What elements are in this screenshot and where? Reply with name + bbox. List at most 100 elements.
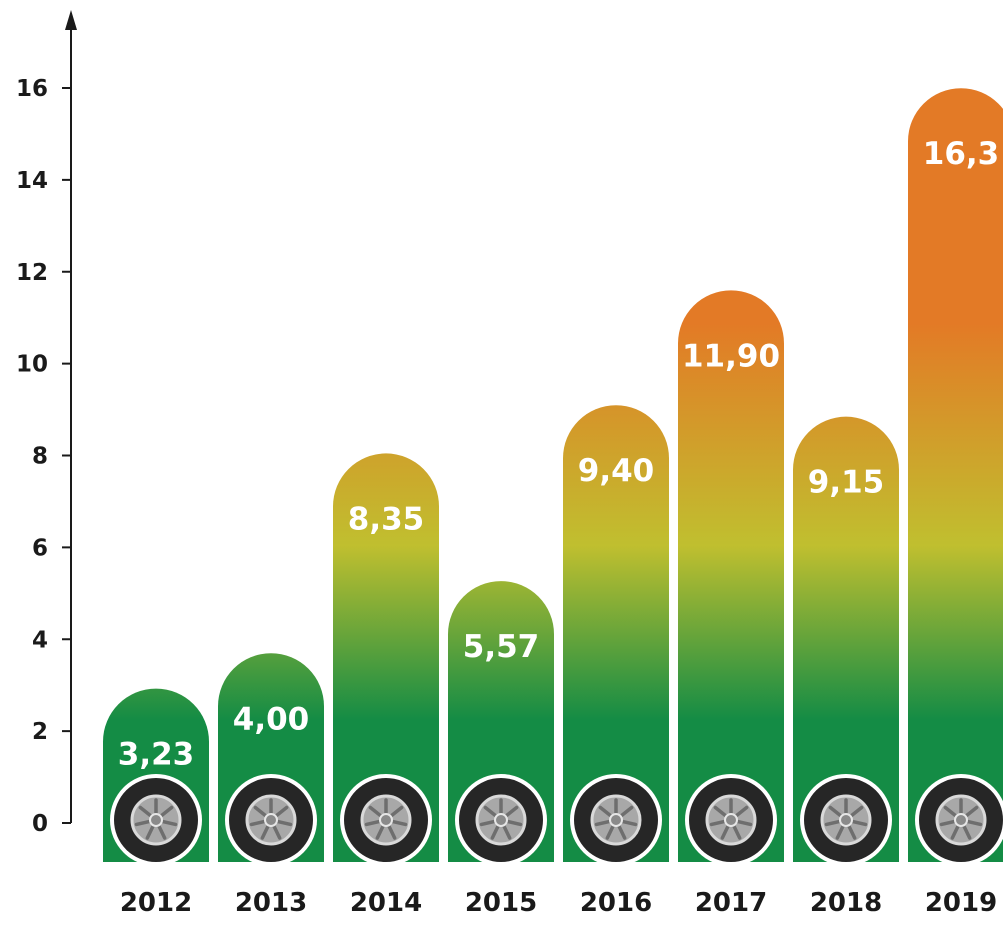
rim-spoke [145,823,156,840]
rim-hub [609,813,623,827]
rim-spoke [735,819,753,827]
rim-spoke [501,823,512,840]
rim-spoke [368,805,384,819]
bar-group-2015: 5,57 [448,581,554,866]
y-tick-label: 6 [32,535,48,561]
y-axis [65,10,77,823]
bar [678,290,784,862]
x-tick-label: 2012 [120,888,192,918]
x-tick-label: 2014 [350,888,422,918]
rim-spoke [483,805,499,819]
rim-spoke [598,805,614,819]
x-tick-label: 2018 [810,888,882,918]
rim-spoke [950,823,961,840]
rim-spoke [275,819,293,827]
rim-spoke [616,823,627,840]
bar [908,88,1003,862]
x-tick-label: 2015 [465,888,537,918]
value-label: 8,35 [348,501,425,537]
rim-hub [149,813,163,827]
tire-icon [110,774,202,866]
rim-spoke [503,805,519,819]
rim-spoke [388,805,404,819]
value-label: 3,23 [118,737,195,773]
bar-group-2019: 16,3 [908,88,1003,866]
rim-spoke [848,805,864,819]
rim-spoke [850,819,868,827]
bar-group-2012: 3,23 [103,688,209,866]
y-tick-label: 0 [32,811,48,837]
rim-spoke [594,819,612,827]
bar-group-2014: 8,35 [333,453,439,866]
bar-group-2016: 9,40 [563,405,669,866]
rim-spoke [505,819,523,827]
rim-spoke [479,819,497,827]
rim-hub [264,813,278,827]
rim-spoke [620,819,638,827]
rim-spoke [260,823,271,840]
bar-group-2013: 4,00 [218,653,324,866]
rim-spoke [965,819,983,827]
rim-spoke [160,819,178,827]
rim-hub [379,813,393,827]
rim-spoke [375,823,386,840]
value-label: 16,3 [923,136,1000,172]
bar-group-2017: 11,90 [678,290,784,866]
value-label: 9,40 [578,453,655,489]
x-tick-label: 2019 [925,888,997,918]
tire-icon [915,774,1003,866]
rim-spoke [605,823,616,840]
rim-spoke [156,823,167,840]
rim-hub [724,813,738,827]
rim-spoke [364,819,382,827]
rim-spoke [490,823,501,840]
rim-spoke [713,805,729,819]
y-tick-label: 12 [16,260,48,286]
rim-hub [494,813,508,827]
rim-spoke [273,805,289,819]
rim-hub [839,813,853,827]
rim-spoke [961,823,972,840]
tire-icon [800,774,892,866]
rim-spoke [386,823,397,840]
rim-hub [954,813,968,827]
rim-spoke [720,823,731,840]
y-tick-label: 16 [16,76,48,102]
tire-icon [225,774,317,866]
bar [563,405,669,862]
rim-spoke [253,805,269,819]
rim-spoke [939,819,957,827]
bar [333,453,439,862]
rim-spoke [963,805,979,819]
bar-group-2018: 9,15 [793,416,899,866]
y-tick-label: 4 [32,627,48,653]
rim-spoke [249,819,267,827]
y-tick-label: 10 [16,352,48,378]
rim-spoke [271,823,282,840]
tire-icon [685,774,777,866]
tire-icon [340,774,432,866]
rim-spoke [158,805,174,819]
rim-spoke [390,819,408,827]
rim-spoke [828,805,844,819]
tire-icon [455,774,547,866]
value-label: 9,15 [808,465,885,501]
tire-icon [570,774,662,866]
y-tick-label: 2 [32,719,48,745]
value-label: 5,57 [463,629,540,665]
rim-spoke [846,823,857,840]
y-axis-arrow [65,10,77,30]
value-label: 4,00 [233,701,310,737]
y-tick-label: 8 [32,444,48,470]
rim-spoke [824,819,842,827]
rim-spoke [138,805,154,819]
rim-spoke [943,805,959,819]
rim-spoke [835,823,846,840]
rim-spoke [709,819,727,827]
x-tick-label: 2017 [695,888,767,918]
bar [793,416,899,862]
x-tick-label: 2013 [235,888,307,918]
y-tick-label: 14 [16,168,48,194]
rim-spoke [134,819,152,827]
